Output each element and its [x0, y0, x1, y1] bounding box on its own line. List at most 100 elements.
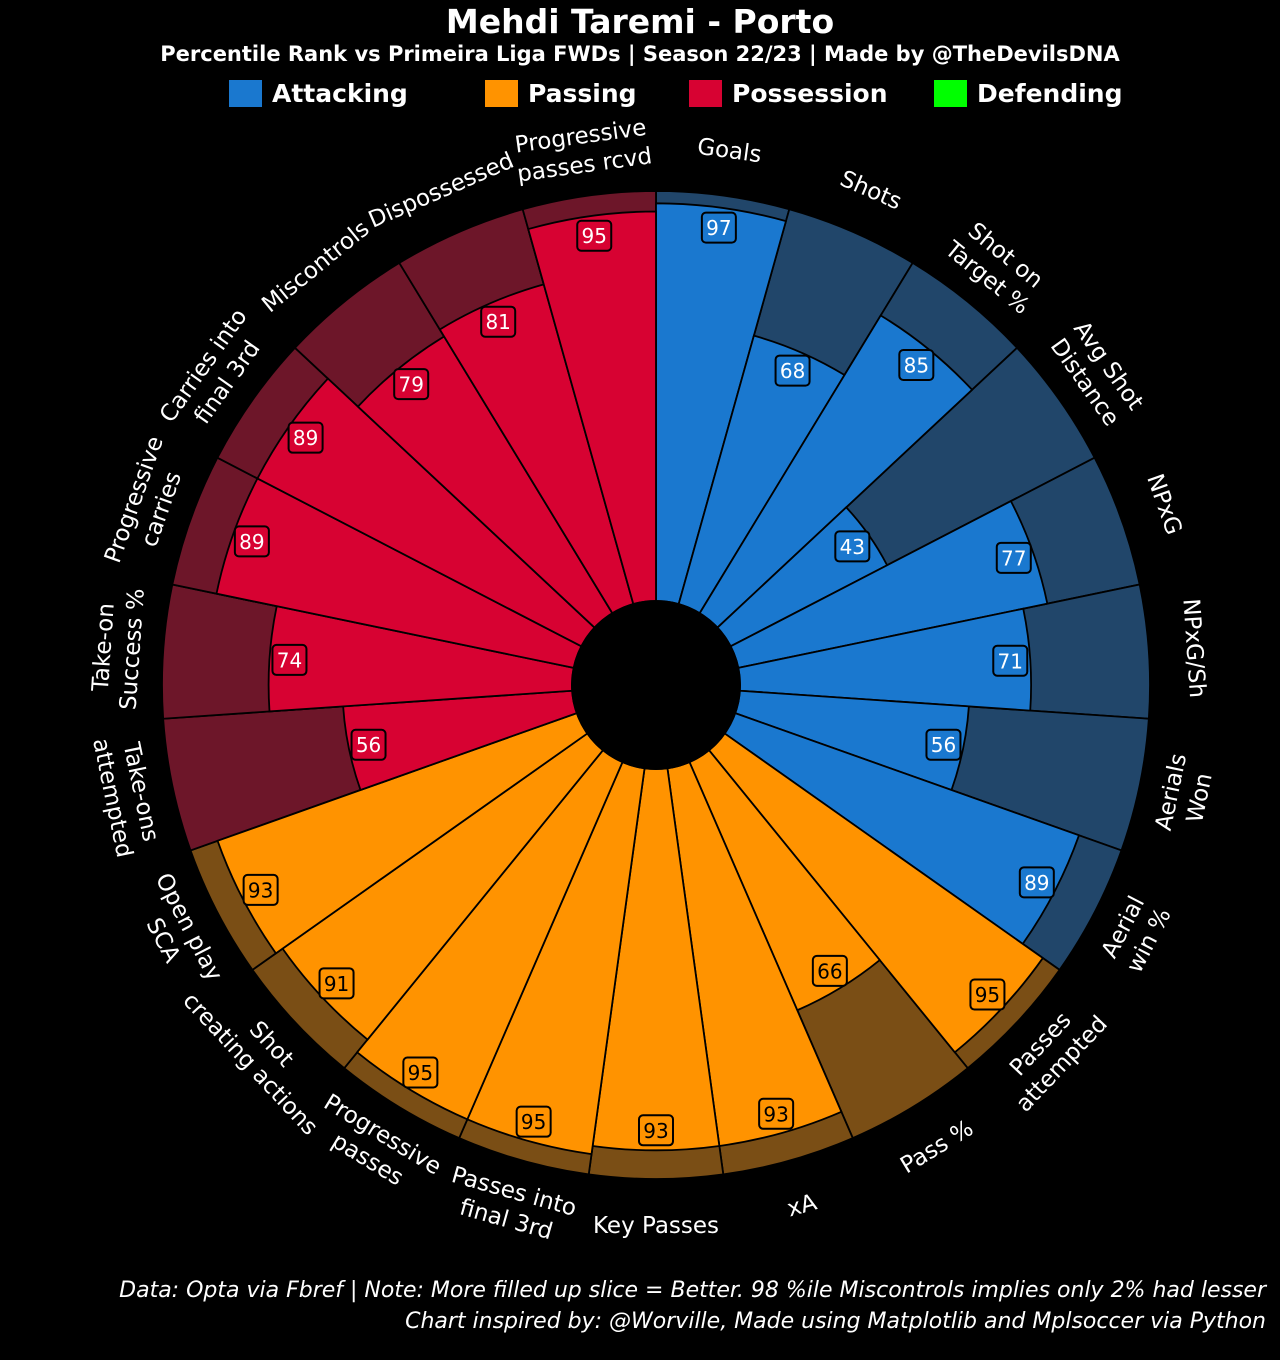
param-label-text: Aerialwin % [1096, 891, 1177, 978]
legend-swatch-attacking [229, 79, 262, 107]
value-box-key-passes [638, 1114, 674, 1147]
param-label-shots: Shots [836, 166, 905, 215]
legend-swatch-possession [689, 79, 722, 107]
footer-credit: Chart inspired by: @Worville, Made using… [405, 1309, 1266, 1334]
value-box-dispossessed [480, 305, 517, 338]
value-label-take-on-success: 74 [277, 648, 302, 672]
param-label-text: Pass % [896, 1115, 978, 1179]
value-label-xa: 93 [763, 1102, 788, 1126]
param-label-aerial-win: Aerialwin % [1096, 891, 1177, 978]
param-label-text: NPxG/Sh [1177, 598, 1210, 699]
value-label-npxg: 77 [1001, 546, 1026, 570]
param-label-key-passes: Key Passes [593, 1213, 719, 1239]
param-label-line: Pass % [896, 1115, 978, 1179]
value-box-goals [700, 211, 737, 244]
param-label-pass: Pass % [896, 1115, 978, 1179]
value-box-passes-into-final-3rd [515, 1105, 552, 1138]
value-label-aerials-won: 56 [931, 733, 956, 757]
value-box-progressive-passes-rcvd [576, 219, 613, 252]
param-label-text: Take-onSuccess % [87, 586, 150, 711]
param-label-goals: Goals [696, 134, 763, 169]
value-label-passes-into-final-3rd: 95 [521, 1110, 546, 1134]
value-box-passes-attempted [969, 978, 1006, 1011]
legend-swatch-passing [485, 79, 518, 107]
value-box-take-ons-attempted [350, 728, 387, 761]
legend-item-attacking: Attacking [229, 76, 408, 110]
param-label-text: Passes intofinal 3rd [441, 1162, 579, 1250]
param-label-line: Key Passes [593, 1213, 719, 1239]
legend-swatch-defending [934, 79, 967, 107]
value-box-xa [758, 1097, 795, 1130]
value-label-npxg-sh: 71 [998, 649, 1023, 673]
value-label-passes-attempted: 95 [975, 983, 1000, 1007]
footer-note: Data: Opta via Fbref | Note: More filled… [119, 1278, 1266, 1303]
value-label-shots: 68 [780, 359, 805, 383]
legend: Attacking Passing Possession Defending [0, 76, 1280, 110]
legend-label-passing: Passing [528, 78, 637, 108]
value-box-shots [774, 354, 811, 387]
param-label-line: NPxG/Sh [1177, 598, 1210, 699]
param-label-text: Take-onsattempted [87, 730, 165, 860]
pizza-chart: 97 68 85 43 77 71 56 89 95 66 93 93 95 95 91 93 56 74 89 89… [87, 115, 1221, 1250]
param-label-text: Goals [696, 134, 763, 169]
value-label-progressive-carries: 89 [239, 530, 264, 554]
param-label-passes-into-final-3rd: Passes intofinal 3rd [441, 1162, 580, 1250]
param-label-progressive-passes-rcvd: Progressivepasses rcvd [512, 115, 654, 188]
param-label-line: xA [784, 1189, 820, 1222]
value-box-open-play-sca [242, 873, 279, 906]
value-label-progressive-passes-rcvd: 95 [582, 224, 607, 248]
param-label-take-ons-attempted: Take-onsattempted [87, 730, 165, 860]
value-label-aerial-win: 89 [1024, 871, 1049, 895]
value-box-take-on-success [271, 643, 308, 676]
value-box-pass [811, 954, 848, 987]
value-label-goals: 97 [706, 216, 731, 240]
value-label-key-passes: 93 [643, 1119, 668, 1143]
param-label-aerials-won: AerialsWon [1151, 751, 1221, 838]
value-label-pass: 66 [817, 959, 842, 983]
value-box-progressive-passes [402, 1056, 439, 1089]
param-label-text: AerialsWon [1151, 751, 1221, 838]
param-label-text: NPxG [1141, 471, 1186, 539]
value-box-miscontrols [393, 368, 430, 401]
value-label-avg-shot-distance: 43 [840, 535, 865, 559]
legend-item-defending: Defending [934, 76, 1123, 110]
param-label-text: Key Passes [593, 1213, 719, 1239]
value-label-shot-on-target: 85 [904, 354, 929, 378]
param-label-line: Shots [836, 166, 905, 215]
param-label-text: xA [784, 1189, 820, 1222]
value-label-open-play-sca: 93 [248, 878, 273, 902]
chart-subtitle: Percentile Rank vs Primeira Liga FWDs | … [160, 42, 1120, 66]
value-label-miscontrols: 79 [398, 373, 423, 397]
param-label-xa: xA [784, 1189, 820, 1222]
param-label-npxg-sh: NPxG/Sh [1177, 598, 1210, 699]
value-box-progressive-carries [233, 525, 270, 558]
value-box-aerial-win [1018, 866, 1055, 899]
value-label-shot-creating-actions: 91 [324, 972, 349, 996]
value-box-npxg-sh [992, 644, 1029, 677]
param-label-npxg: NPxG [1141, 471, 1186, 539]
param-label-line: NPxG [1141, 471, 1186, 539]
param-label-text: Progressivepasses rcvd [512, 115, 654, 188]
param-label-text: Shots [836, 166, 905, 215]
value-label-dispossessed: 81 [485, 310, 510, 334]
param-label-take-on-success: Take-onSuccess % [87, 586, 150, 711]
chart-title: Mehdi Taremi - Porto [445, 2, 835, 41]
value-box-shot-creating-actions [318, 967, 355, 1000]
value-label-take-ons-attempted: 56 [356, 733, 381, 757]
legend-item-possession: Possession [689, 76, 888, 110]
value-box-shot-on-target [898, 349, 935, 382]
value-box-carries-into-final-3rd [287, 421, 324, 454]
legend-item-passing: Passing [485, 76, 637, 110]
legend-label-attacking: Attacking [272, 78, 408, 108]
center-hole [571, 600, 741, 770]
value-box-aerials-won [925, 728, 962, 761]
value-label-progressive-passes: 95 [408, 1061, 433, 1085]
legend-label-possession: Possession [732, 78, 888, 108]
param-label-line: Success % [116, 588, 150, 711]
legend-label-defending: Defending [977, 78, 1123, 108]
param-label-line: Take-on [88, 602, 120, 693]
value-label-carries-into-final-3rd: 89 [293, 426, 318, 450]
value-box-npxg [995, 541, 1032, 574]
param-label-line: Goals [696, 134, 763, 169]
value-box-avg-shot-distance [834, 530, 871, 563]
